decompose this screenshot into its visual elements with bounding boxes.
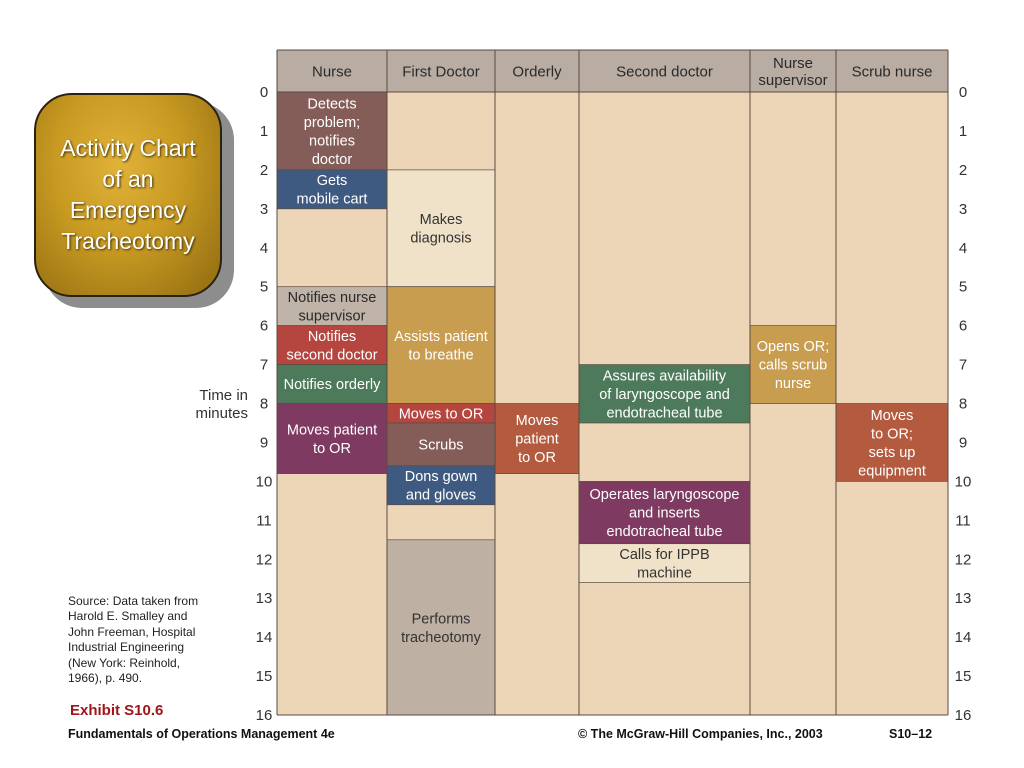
column-header: Nurse supervisor [758,55,827,89]
footer-copyright: © The McGraw-Hill Companies, Inc., 2003 [578,727,823,741]
y-tick-label-right: 2 [959,162,967,179]
y-tick-label-right: 12 [955,551,972,568]
activity-block [578,543,751,583]
exhibit-label: Exhibit S10.6 [70,702,164,719]
activity-label: Makes diagnosis [410,212,471,247]
activity-label: Scrubs [418,437,463,453]
activity-block [386,465,496,506]
y-tick-label-right: 4 [959,240,967,257]
y-tick-label-right: 14 [955,629,972,646]
y-axis-label: Time in minutes [195,387,248,422]
y-tick-label-left: 7 [260,357,268,374]
footer-book-title: Fundamentals of Operations Management 4e [68,727,335,741]
y-tick-label-right: 15 [955,668,972,685]
column-header: Second doctor [616,63,713,80]
activity-label: Performs tracheotomy [401,611,482,646]
y-tick-label-left: 15 [256,668,273,685]
y-tick-label-right: 9 [959,434,967,451]
column-header: Scrub nurse [852,63,933,80]
y-tick-label-left: 0 [260,84,268,101]
y-tick-label-left: 2 [260,162,268,179]
y-tick-label-left: 1 [260,123,268,140]
y-tick-label-left: 4 [260,240,268,257]
y-tick-label-right: 6 [959,318,967,335]
y-tick-label-right: 3 [959,201,967,218]
y-tick-label-left: 16 [256,707,273,724]
activity-label: Calls for IPPB machine [619,547,709,582]
column-header: Nurse [312,63,352,80]
source-note: Source: Data taken from Harold E. Smalle… [68,594,199,686]
y-tick-label-right: 13 [955,590,972,607]
y-tick-label-left: 5 [260,279,268,296]
activity-label: Notifies nurse supervisor [288,290,377,325]
activity-label: Dons gown and gloves [405,469,478,504]
y-tick-label-right: 0 [959,84,967,101]
activity-label: Notifies orderly [284,377,381,393]
chart-header-band [277,50,948,92]
activity-block [276,364,388,404]
activity-block [386,169,496,288]
activity-block [578,481,751,545]
activity-label: Moves to OR; sets up equipment [858,408,926,480]
y-tick-label-left: 9 [260,434,268,451]
column-header: Orderly [512,63,562,80]
activity-label: Gets mobile cart [297,173,368,208]
y-tick-label-right: 16 [955,707,972,724]
y-tick-label-left: 3 [260,201,268,218]
column-header: First Doctor [402,63,480,80]
slide-title-box: Activity Chart of an Emergency Tracheoto… [34,93,222,297]
activity-label: Moves patient to OR [287,422,377,457]
activity-block [386,286,496,404]
y-tick-label-right: 7 [959,357,967,374]
activity-block [386,539,496,716]
activity-label: Moves patient to OR [515,413,559,466]
y-tick-label-left: 12 [256,551,273,568]
activity-label: Notifies second doctor [286,329,377,364]
activity-block [276,403,388,474]
activity-block [276,286,388,326]
y-tick-label-right: 11 [955,512,971,529]
y-tick-label-right: 10 [955,473,972,490]
activity-label: Assists patient to breathe [394,329,488,364]
y-tick-label-left: 11 [256,512,272,529]
activity-block [276,169,388,210]
y-tick-label-right: 8 [959,396,967,413]
y-tick-label-left: 10 [256,473,273,490]
y-tick-label-left: 14 [256,629,273,646]
activity-block [578,364,751,424]
activity-label: Detects problem; notifies doctor [304,96,360,168]
footer-page-number: S10–12 [889,727,933,741]
activity-label: Operates laryngoscope and inserts endotrac… [590,487,740,540]
y-tick-label-right: 5 [959,279,967,296]
y-tick-label-left: 13 [256,590,273,607]
slide-title: Activity Chart of an Emergency Tracheoto… [60,135,196,254]
activity-block [494,403,580,474]
activity-label: Opens OR; calls scrub nurse [757,339,830,392]
activity-label: Moves to OR [399,406,484,422]
y-tick-label-right: 1 [959,123,967,140]
activity-label: Assures availability of laryngoscope and e… [599,368,730,421]
y-tick-label-left: 6 [260,318,268,335]
y-tick-label-left: 8 [260,396,268,413]
